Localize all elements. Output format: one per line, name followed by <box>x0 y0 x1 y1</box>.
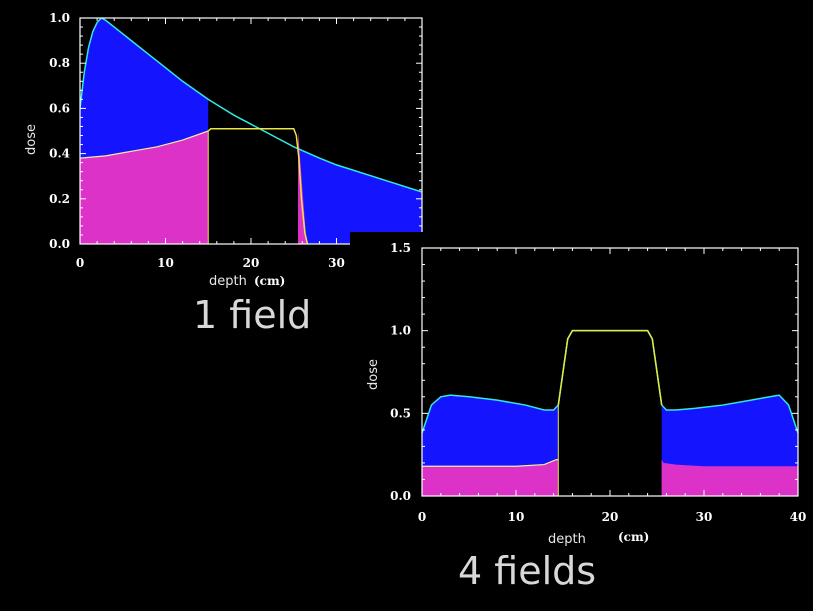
chart-1-caption: 1 field <box>193 293 311 337</box>
chart-2-caption: 4 fields <box>458 549 596 593</box>
normal-tissue-line <box>422 459 559 467</box>
chart-2-y-ticks: 0.0 0.5 1.0 1.5 <box>390 241 411 503</box>
chart-4-fields: 0 10 20 30 40 0.0 0.5 1.0 1.5 depth (cm) dose 4… <box>366 241 806 593</box>
x-tick-label: 30 <box>696 510 713 524</box>
chart-1-axes <box>79 17 423 245</box>
target-region <box>208 18 299 244</box>
chart-1-x-ticks: 0 10 20 30 <box>76 256 345 270</box>
y-tick-label: 0.2 <box>49 192 70 206</box>
y-tick-label: 1.0 <box>49 11 70 25</box>
x-tick-label: 30 <box>328 256 345 270</box>
x-tick-label: 20 <box>602 510 619 524</box>
chart-2-y-label: dose <box>366 359 381 390</box>
target-region <box>558 248 662 496</box>
y-tick-label: 1.5 <box>390 241 411 255</box>
chart-1-field: 0 10 20 30 0.0 0.2 0.4 0.6 0.8 1.0 depth (cm) do… <box>24 11 423 337</box>
x-tick-label: 0 <box>418 510 426 524</box>
normal-tissue-area <box>80 131 422 244</box>
x-tick-label: 40 <box>790 510 807 524</box>
chart-2-x-unit: (cm) <box>618 530 649 544</box>
x-tick-label: 0 <box>76 256 84 270</box>
y-tick-label: 0.8 <box>49 56 70 70</box>
x-tick-label: 10 <box>157 256 174 270</box>
chart-2-x-label: depth <box>548 532 586 547</box>
normal-tissue-area <box>422 459 798 496</box>
y-tick-label: 1.0 <box>390 324 411 338</box>
chart-2-plot-area <box>422 248 798 496</box>
y-tick-label: 0.4 <box>49 147 70 161</box>
chart-1-x-label: depth <box>209 274 247 289</box>
chart-1-plot-area <box>80 18 422 244</box>
chart-2-axes <box>421 247 799 497</box>
y-tick-label: 0.0 <box>390 489 411 503</box>
y-tick-label: 0.0 <box>49 237 70 251</box>
chart-1-x-unit: (cm) <box>254 274 285 288</box>
chart-2-x-ticks: 0 10 20 30 40 <box>418 510 807 524</box>
normal-tissue-line <box>80 130 209 159</box>
y-tick-label: 0.5 <box>390 406 411 420</box>
total-dose-line <box>80 18 422 193</box>
x-tick-label: 10 <box>508 510 525 524</box>
chart-1-y-ticks: 0.0 0.2 0.4 0.6 0.8 1.0 <box>49 11 70 251</box>
x-tick-label: 20 <box>243 256 260 270</box>
y-tick-label: 0.6 <box>49 101 70 115</box>
chart-1-y-label: dose <box>24 124 39 155</box>
target-dose-line <box>207 127 309 244</box>
target-dose-line <box>557 329 663 406</box>
